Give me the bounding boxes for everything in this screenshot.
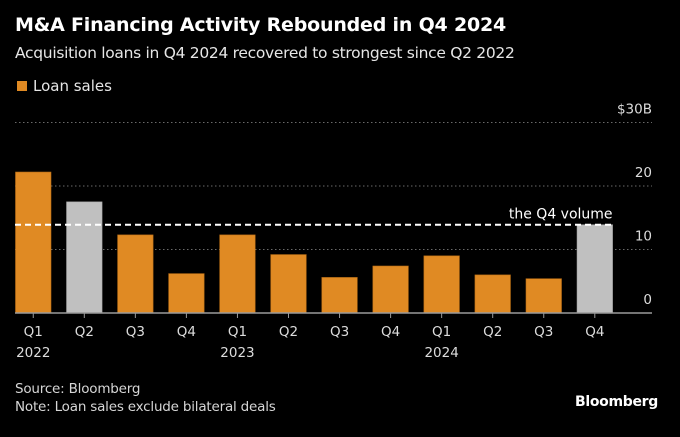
x-tick-label-year: 2022 bbox=[16, 345, 50, 361]
x-tick-label-quarter: Q4 bbox=[177, 324, 196, 340]
bar bbox=[117, 234, 154, 314]
bar bbox=[66, 201, 103, 314]
bar bbox=[270, 254, 307, 314]
x-tick-label-quarter: Q3 bbox=[126, 324, 145, 340]
bar bbox=[15, 171, 52, 314]
bloomberg-logo: Bloomberg bbox=[574, 394, 658, 410]
x-tick-label-quarter: Q2 bbox=[75, 324, 94, 340]
y-axis-labels: 0 10 20 $30B bbox=[617, 102, 652, 309]
footnote: Note: Loan sales exclude bilateral deals bbox=[15, 399, 276, 415]
bar bbox=[423, 255, 460, 314]
bar bbox=[321, 277, 358, 314]
reference-line-group: the Q4 volume bbox=[15, 207, 613, 226]
annotation-label: the Q4 volume bbox=[509, 207, 613, 223]
x-tick-label-quarter: Q4 bbox=[381, 324, 400, 340]
gridlines bbox=[15, 122, 652, 250]
x-tick-label-quarter: Q3 bbox=[534, 324, 553, 340]
x-tick-label-year: 2024 bbox=[424, 345, 458, 361]
y-tick-label: 10 bbox=[635, 229, 652, 245]
legend: Loan sales bbox=[17, 77, 112, 95]
x-tick-label-quarter: Q1 bbox=[24, 324, 43, 340]
x-tick-label-year: 2023 bbox=[220, 345, 254, 361]
x-tick-label-quarter: Q3 bbox=[330, 324, 349, 340]
bar bbox=[372, 265, 409, 314]
legend-label-loan-sales: Loan sales bbox=[33, 77, 112, 95]
chart-title: M&A Financing Activity Rebounded in Q4 2… bbox=[15, 14, 507, 36]
chart-subtitle: Acquisition loans in Q4 2024 recovered t… bbox=[15, 44, 515, 62]
bar bbox=[525, 278, 562, 314]
x-tick-label-quarter: Q2 bbox=[483, 324, 502, 340]
bar bbox=[168, 273, 205, 314]
x-tick-label-quarter: Q2 bbox=[279, 324, 298, 340]
bar bbox=[474, 274, 511, 314]
x-tick-label-quarter: Q4 bbox=[585, 324, 604, 340]
y-tick-label: $30B bbox=[617, 102, 652, 118]
x-tick-label-quarter: Q1 bbox=[228, 324, 247, 340]
legend-swatch-loan-sales bbox=[17, 81, 27, 91]
x-axis bbox=[15, 312, 652, 318]
source-note: Source: Bloomberg bbox=[15, 381, 141, 397]
x-axis-labels: Q1 2022 Q2 Q3 Q4 Q1 2023 Q2 Q3 Q4 Q1 2024 Q2 Q3 Q4 bbox=[16, 324, 604, 361]
bar bbox=[576, 224, 613, 314]
bar bbox=[219, 234, 256, 314]
x-tick-label-quarter: Q1 bbox=[432, 324, 451, 340]
y-tick-label: 20 bbox=[635, 165, 652, 181]
footer: Source: Bloomberg Note: Loan sales exclu… bbox=[15, 380, 276, 416]
bars bbox=[15, 171, 613, 314]
y-tick-label: 0 bbox=[643, 292, 652, 308]
